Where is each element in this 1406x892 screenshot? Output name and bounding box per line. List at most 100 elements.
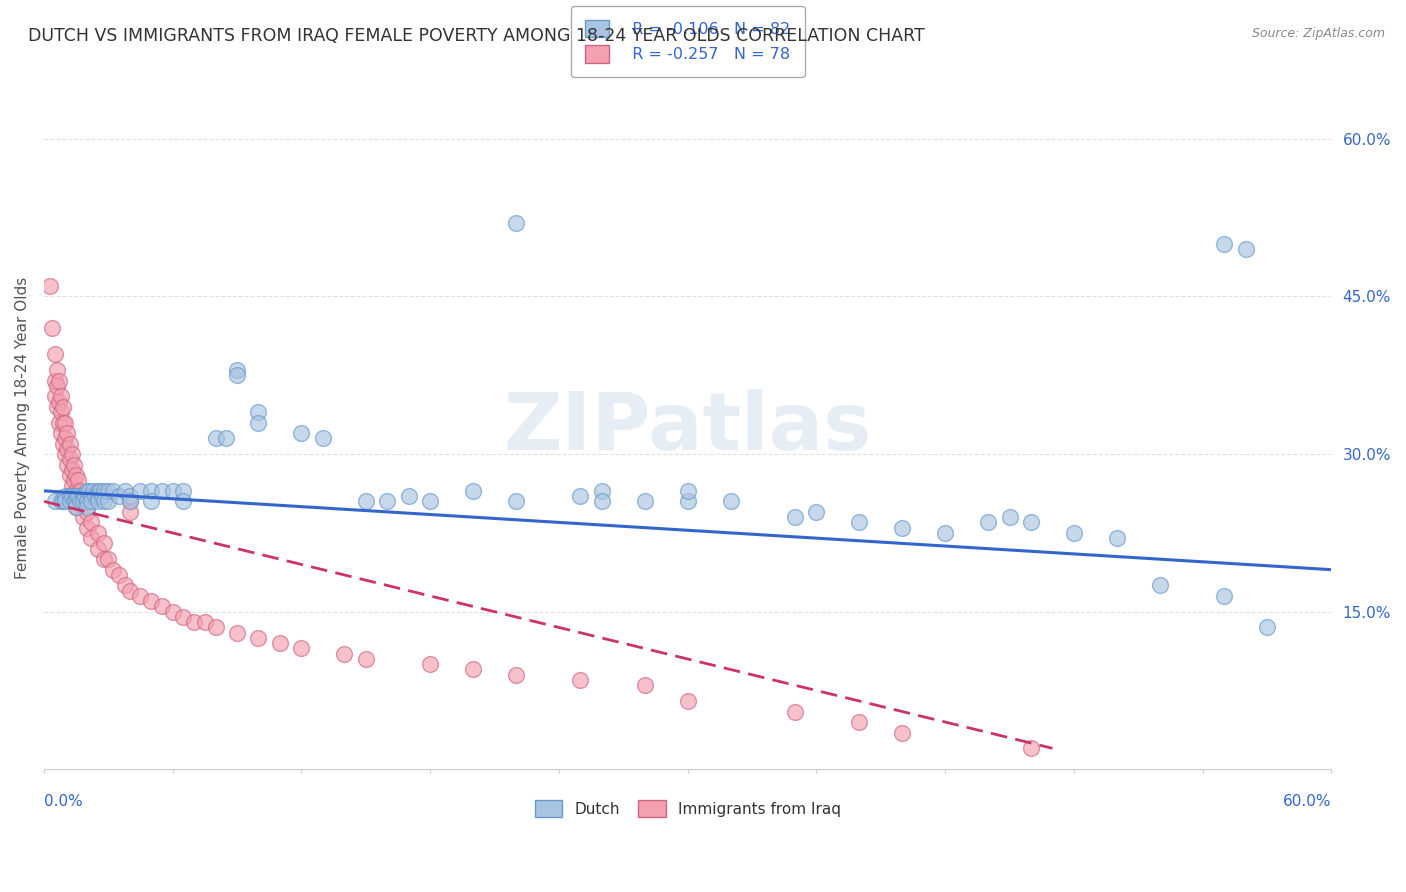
- Text: 0.0%: 0.0%: [44, 794, 83, 809]
- Point: [67, 489, 90, 503]
- Point: [806, 505, 828, 519]
- Point: [65, 500, 87, 514]
- Point: [48, 416, 70, 430]
- Point: [108, 568, 131, 582]
- Point: [354, 652, 377, 666]
- Point: [891, 521, 914, 535]
- Point: [172, 483, 194, 498]
- Point: [247, 405, 270, 419]
- Point: [398, 489, 420, 503]
- Point: [60, 463, 83, 477]
- Point: [290, 641, 312, 656]
- Point: [52, 416, 75, 430]
- Point: [44, 374, 66, 388]
- Point: [194, 615, 217, 630]
- Point: [39, 279, 62, 293]
- Point: [63, 458, 86, 472]
- Point: [461, 483, 484, 498]
- Point: [419, 494, 441, 508]
- Point: [45, 400, 67, 414]
- Point: [93, 483, 115, 498]
- Point: [93, 494, 115, 508]
- Point: [45, 363, 67, 377]
- Point: [150, 599, 173, 614]
- Point: [97, 483, 120, 498]
- Point: [72, 510, 94, 524]
- Point: [53, 489, 76, 503]
- Point: [72, 489, 94, 503]
- Point: [333, 647, 356, 661]
- Point: [226, 363, 249, 377]
- Point: [80, 494, 103, 508]
- Point: [1019, 741, 1042, 756]
- Point: [634, 678, 657, 692]
- Point: [634, 494, 657, 508]
- Point: [934, 525, 956, 540]
- Point: [204, 620, 226, 634]
- Point: [1213, 237, 1236, 252]
- Point: [59, 494, 82, 508]
- Point: [67, 489, 90, 503]
- Point: [69, 494, 91, 508]
- Point: [73, 489, 96, 503]
- Point: [783, 705, 806, 719]
- Point: [204, 431, 226, 445]
- Point: [67, 474, 90, 488]
- Legend: Dutch, Immigrants from Iraq: Dutch, Immigrants from Iraq: [529, 794, 846, 823]
- Point: [60, 478, 83, 492]
- Point: [49, 405, 72, 419]
- Point: [290, 426, 312, 441]
- Point: [59, 452, 82, 467]
- Point: [269, 636, 291, 650]
- Text: 60.0%: 60.0%: [1282, 794, 1331, 809]
- Point: [63, 494, 86, 508]
- Point: [1019, 516, 1042, 530]
- Point: [76, 483, 98, 498]
- Point: [90, 489, 112, 503]
- Point: [141, 594, 163, 608]
- Point: [354, 494, 377, 508]
- Point: [118, 494, 141, 508]
- Point: [676, 483, 699, 498]
- Point: [569, 673, 592, 687]
- Point: [41, 321, 63, 335]
- Point: [56, 442, 79, 456]
- Point: [52, 400, 75, 414]
- Point: [676, 694, 699, 708]
- Point: [162, 483, 184, 498]
- Point: [86, 541, 108, 556]
- Point: [76, 494, 98, 508]
- Point: [76, 505, 98, 519]
- Point: [569, 489, 592, 503]
- Point: [76, 521, 98, 535]
- Point: [977, 516, 1000, 530]
- Point: [118, 583, 141, 598]
- Point: [591, 494, 613, 508]
- Point: [591, 483, 613, 498]
- Point: [172, 610, 194, 624]
- Point: [1213, 589, 1236, 603]
- Point: [52, 436, 75, 450]
- Point: [80, 489, 103, 503]
- Point: [783, 510, 806, 524]
- Point: [505, 216, 527, 230]
- Point: [53, 447, 76, 461]
- Point: [72, 494, 94, 508]
- Text: ZIPatlas: ZIPatlas: [503, 389, 872, 467]
- Point: [72, 494, 94, 508]
- Point: [118, 505, 141, 519]
- Point: [141, 483, 163, 498]
- Point: [215, 431, 238, 445]
- Point: [53, 416, 76, 430]
- Point: [676, 494, 699, 508]
- Point: [375, 494, 398, 508]
- Point: [312, 431, 335, 445]
- Point: [69, 494, 91, 508]
- Point: [505, 494, 527, 508]
- Point: [69, 483, 91, 498]
- Point: [65, 489, 87, 503]
- Point: [44, 389, 66, 403]
- Point: [114, 578, 136, 592]
- Point: [65, 494, 87, 508]
- Point: [59, 468, 82, 483]
